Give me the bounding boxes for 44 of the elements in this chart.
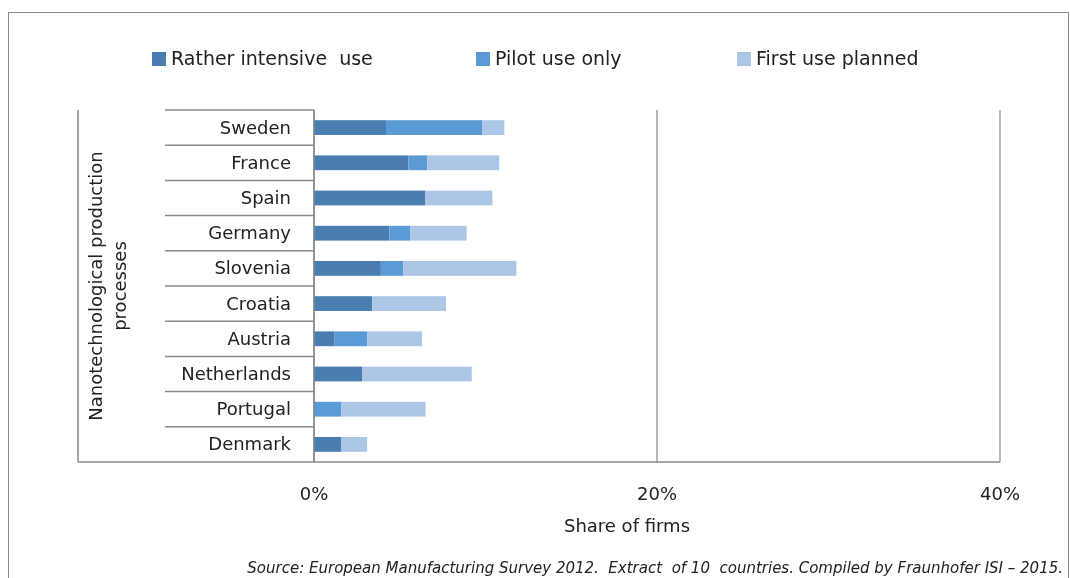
bar bbox=[314, 296, 373, 311]
y-tick-label: Slovenia bbox=[214, 257, 291, 279]
bar bbox=[314, 437, 342, 452]
bar bbox=[314, 120, 387, 135]
y-tick-label: Netherlands bbox=[181, 363, 291, 384]
bar bbox=[341, 437, 368, 452]
bar bbox=[427, 155, 500, 171]
y-tick-label: Croatia bbox=[226, 292, 291, 314]
bar bbox=[314, 190, 426, 206]
bar bbox=[314, 366, 363, 382]
y-tick-label: Germany bbox=[208, 222, 292, 244]
legend-label: Pilot use only bbox=[495, 47, 622, 69]
x-tick-label: 40% bbox=[979, 483, 1021, 504]
bar bbox=[408, 155, 428, 171]
bar bbox=[362, 366, 472, 382]
bar bbox=[314, 401, 342, 417]
legend-label: First use planned bbox=[756, 47, 919, 69]
bar bbox=[314, 155, 409, 171]
x-tick-label: 20% bbox=[636, 483, 678, 504]
bar bbox=[341, 401, 426, 417]
bar bbox=[403, 261, 517, 276]
source-note: Source: European Manufacturing Survey 2012. Extract of 10 countries. Compiled by Fraunhofer ISI – 2015. bbox=[247, 559, 1063, 577]
bar bbox=[314, 331, 335, 347]
y-axis-title: Nanotechnological production processes bbox=[85, 151, 130, 421]
y-tick-label: France bbox=[231, 151, 291, 173]
y-tick-label: Austria bbox=[227, 327, 291, 349]
bar bbox=[386, 120, 483, 135]
bar bbox=[372, 296, 447, 311]
legend-label: Rather intensive use bbox=[171, 47, 373, 69]
bar bbox=[314, 225, 390, 241]
bar bbox=[482, 120, 505, 135]
bar bbox=[334, 331, 368, 347]
bar bbox=[367, 331, 423, 347]
bar bbox=[410, 225, 467, 241]
bar bbox=[425, 190, 493, 206]
y-tick-label: Sweden bbox=[219, 116, 291, 138]
bar bbox=[314, 261, 381, 276]
y-tick-label: Portugal bbox=[216, 398, 291, 420]
y-tick-label: Denmark bbox=[208, 433, 292, 455]
bar bbox=[380, 261, 404, 276]
y-tick-label: Spain bbox=[240, 187, 291, 208]
bar bbox=[389, 225, 411, 241]
x-tick-label: 0% bbox=[299, 483, 329, 504]
x-axis-title: Share of firms bbox=[563, 515, 691, 536]
